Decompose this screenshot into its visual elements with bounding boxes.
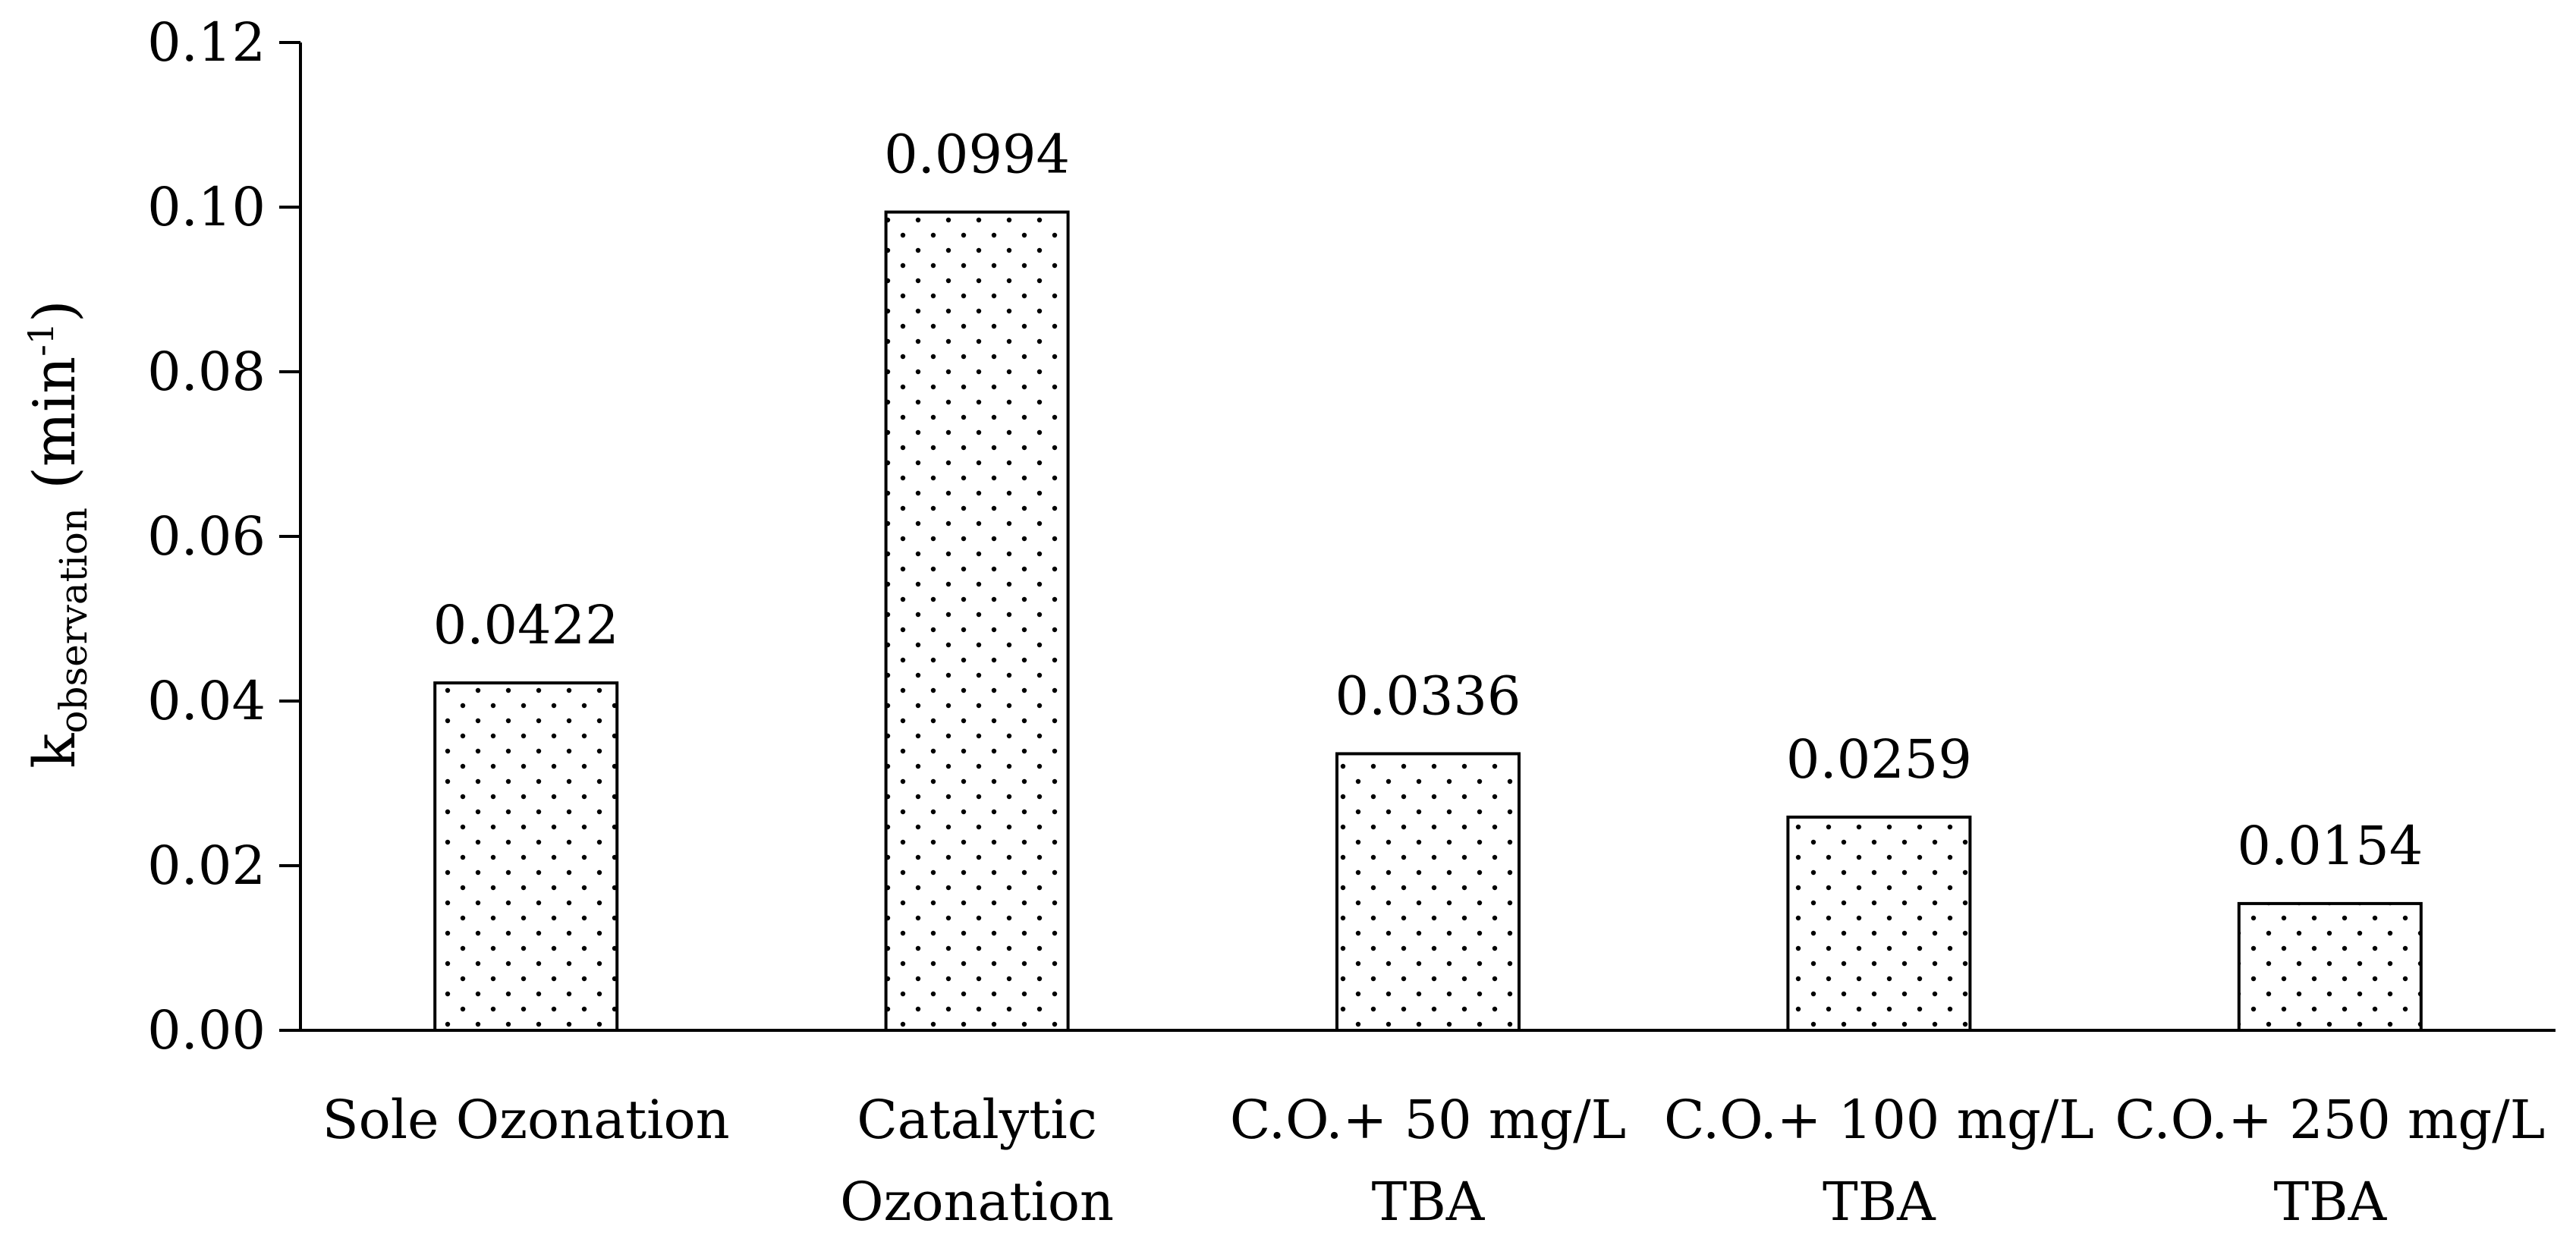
svg-text:kobservation (min-1): kobservation (min-1) (20, 300, 96, 768)
bar-value-label: 0.0154 (2237, 815, 2423, 877)
bar-value-label: 0.0336 (1335, 665, 1521, 727)
y-axis-label-base: k (20, 733, 88, 769)
x-category-label: C.O.+ 100 mg/L (1664, 1089, 2094, 1151)
y-tick-label: 0.08 (147, 341, 266, 403)
bar-value-label: 0.0259 (1786, 728, 1972, 791)
y-tick-label: 0.04 (147, 670, 266, 732)
bar (2237, 901, 2423, 1033)
x-category-label: Sole Ozonation (322, 1089, 730, 1151)
y-axis-label-superscript: -1 (20, 322, 61, 357)
x-axis-labels: Sole Ozonation Catalytic Ozonation C.O.+ 50… (322, 1089, 2546, 1233)
y-axis-label-unit-close: ) (20, 300, 88, 322)
x-category-label: TBA (2273, 1171, 2387, 1233)
value-labels: 0.0422 0.0994 0.0336 0.0259 0.0154 (433, 124, 2423, 877)
x-category-label: C.O.+ 250 mg/L (2115, 1089, 2545, 1151)
x-category-label: C.O.+ 50 mg/L (1230, 1089, 1626, 1151)
y-axis-label: kobservation (min-1) (20, 300, 96, 768)
y-axis-label-subscript: observation (52, 508, 96, 734)
bar (433, 681, 619, 1032)
x-category-label: TBA (1823, 1171, 1936, 1233)
x-category-label: Catalytic (857, 1089, 1097, 1151)
y-tick-label: 0.10 (147, 176, 266, 238)
y-axis-label-unit-open: (min (20, 357, 88, 508)
y-tick-label: 0.06 (147, 505, 266, 568)
bar-value-label: 0.0994 (884, 124, 1070, 186)
bar (1335, 752, 1521, 1032)
y-tick-label: 0.00 (147, 999, 266, 1061)
y-axis-ticks: 0.00 0.02 0.04 0.06 0.08 0.10 0.12 (147, 11, 300, 1061)
bar-value-label: 0.0422 (433, 594, 619, 656)
bar (1786, 815, 1972, 1032)
x-category-label: Ozonation (840, 1171, 1114, 1233)
y-tick-label: 0.02 (147, 835, 266, 897)
bars (433, 210, 2423, 1033)
y-tick-label: 0.12 (147, 11, 266, 74)
x-category-label: TBA (1372, 1171, 1486, 1233)
bar (884, 210, 1070, 1032)
